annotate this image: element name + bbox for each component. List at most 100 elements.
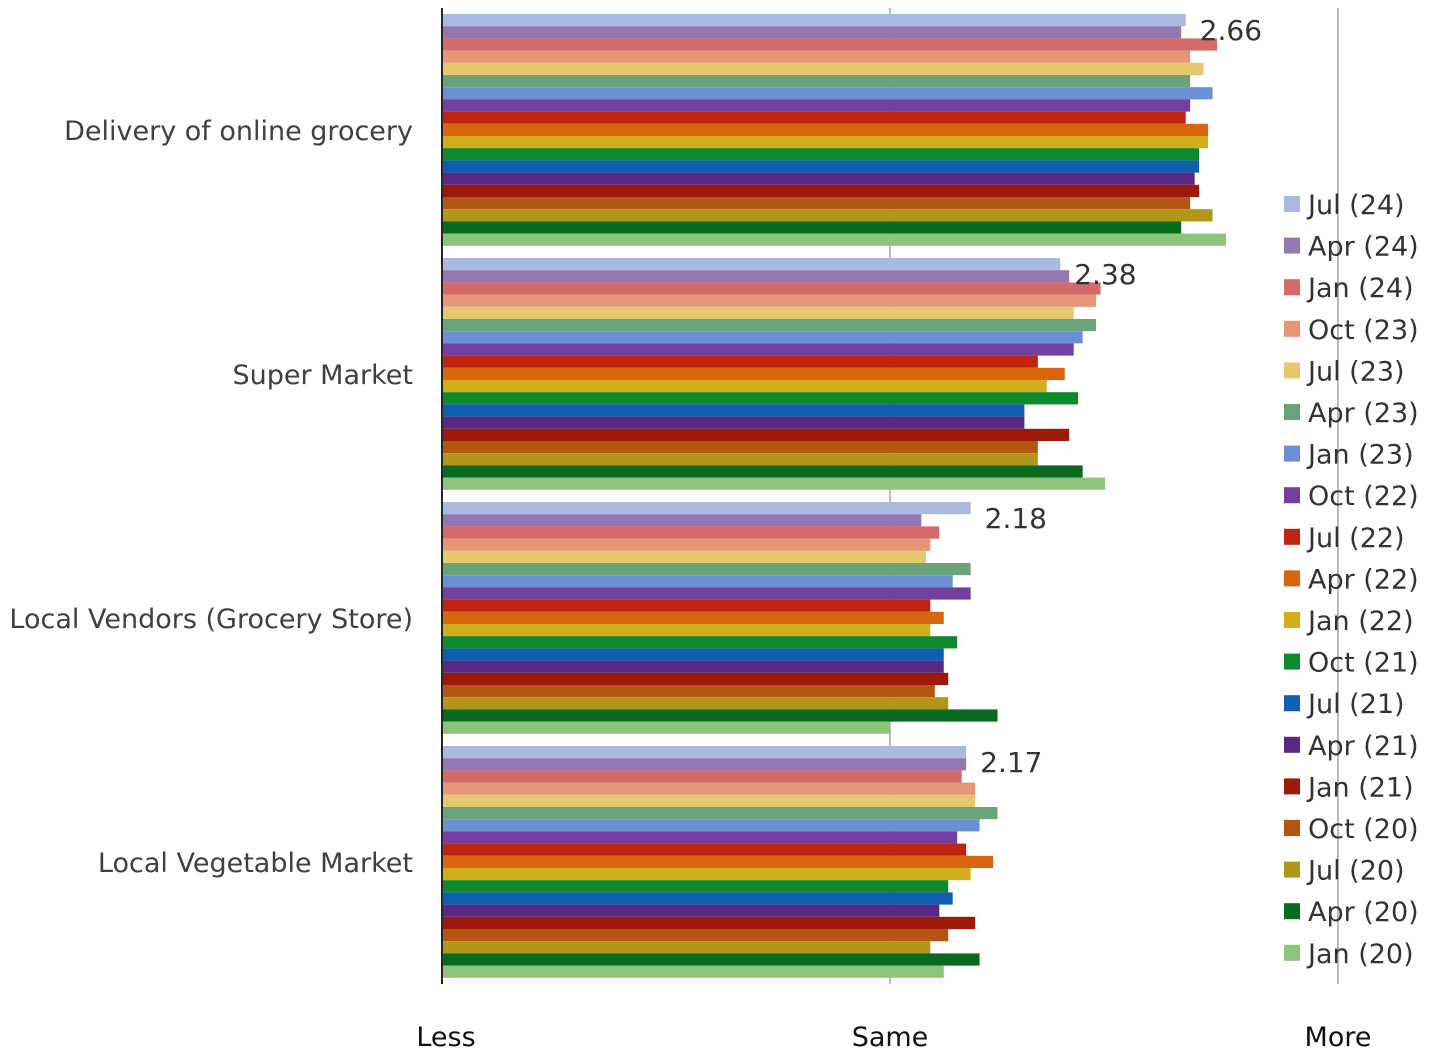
legend-item: Apr (24) (1284, 232, 1419, 263)
bar (442, 392, 1079, 405)
bar (442, 136, 1209, 149)
bar (442, 62, 1204, 75)
bar (442, 916, 976, 929)
legend-swatch (1284, 612, 1300, 628)
legend-label: Jul (23) (1306, 356, 1405, 387)
bar (442, 538, 931, 551)
bar (442, 477, 1106, 490)
data-label: 2.66 (1200, 14, 1262, 47)
bar (442, 465, 1083, 478)
legend-swatch (1284, 487, 1300, 504)
legend-label: Apr (21) (1308, 731, 1419, 762)
legend-item: Apr (20) (1284, 897, 1419, 928)
bar (442, 904, 940, 917)
bar (442, 209, 1213, 222)
bar (442, 550, 926, 563)
bar (442, 794, 976, 807)
data-label: 2.18 (985, 502, 1047, 535)
x-tick-labels: Less Same More (416, 1022, 1371, 1053)
bar (442, 282, 1101, 295)
bar (442, 502, 971, 515)
legend-item: Jan (21) (1284, 772, 1414, 803)
bar (442, 441, 1038, 454)
bar (442, 868, 971, 881)
legend-label: Jan (22) (1306, 606, 1414, 637)
bar (442, 258, 1061, 271)
legend-item: Jul (21) (1284, 689, 1405, 720)
bar (442, 404, 1025, 417)
data-labels: 2.66 2.38 2.18 2.17 (980, 14, 1262, 779)
legend-item: Jan (24) (1284, 273, 1414, 304)
data-label: 2.38 (1074, 258, 1136, 291)
legend-label: Jan (23) (1306, 440, 1414, 471)
bar (442, 380, 1047, 393)
legend-swatch (1284, 237, 1300, 254)
legend-swatch (1284, 320, 1300, 337)
bar (442, 563, 971, 576)
bar (442, 855, 994, 868)
legend-label: Jul (20) (1306, 856, 1405, 887)
bar (442, 807, 998, 820)
legend-item: Apr (22) (1284, 564, 1419, 595)
bar (442, 343, 1074, 356)
bar (442, 172, 1195, 185)
bar-group-1 (442, 258, 1106, 490)
legend-label: Jul (21) (1306, 689, 1405, 720)
legend-label: Jul (24) (1306, 190, 1405, 221)
bar (442, 428, 1070, 441)
legend-item: Oct (21) (1284, 648, 1419, 679)
category-labels: Delivery of online grocery Super Market Lo… (9, 116, 413, 879)
bar (442, 709, 998, 722)
legend-item: Oct (23) (1284, 315, 1419, 346)
legend-label: Oct (21) (1308, 648, 1419, 679)
legend-label: Apr (20) (1308, 897, 1419, 928)
bar (442, 880, 949, 893)
bar (442, 843, 967, 856)
legend-item: Apr (23) (1284, 398, 1419, 429)
bar-group-3 (442, 746, 998, 978)
x-tick-label: Same (852, 1022, 929, 1053)
legend-item: Apr (21) (1284, 731, 1419, 762)
legend-swatch (1284, 778, 1300, 795)
category-label: Local Vendors (Grocery Store) (9, 604, 413, 635)
bar (442, 99, 1191, 112)
legend-label: Apr (23) (1308, 398, 1419, 429)
bar (442, 221, 1182, 234)
bar (442, 941, 931, 954)
bar (442, 526, 940, 539)
bar (442, 38, 1218, 51)
bar (442, 624, 931, 637)
legend-swatch (1284, 861, 1300, 878)
bar (442, 685, 935, 698)
bar (442, 319, 1097, 332)
legend: Jul (24) Apr (24) Jan (24) Oct (23) Jul (23)… (1284, 190, 1419, 970)
bar (442, 636, 958, 649)
legend-label: Apr (24) (1308, 232, 1419, 263)
bar (442, 819, 980, 832)
bar-group-0 (442, 14, 1226, 246)
bar (442, 123, 1209, 136)
legend-swatch (1284, 362, 1300, 379)
legend-swatch (1284, 528, 1300, 545)
bar (442, 599, 931, 612)
bar (442, 355, 1038, 368)
bar (442, 50, 1191, 63)
bar (442, 770, 962, 783)
legend-swatch (1284, 653, 1300, 670)
bar (442, 197, 1191, 210)
legend-label: Jan (21) (1306, 772, 1414, 803)
legend-item: Jul (23) (1284, 356, 1405, 387)
legend-swatch (1284, 820, 1300, 836)
legend-label: Oct (22) (1308, 481, 1419, 512)
bar (442, 111, 1186, 124)
bar (442, 26, 1182, 39)
legend-label: Jan (24) (1306, 273, 1414, 304)
legend-label: Oct (23) (1308, 315, 1419, 346)
data-label: 2.17 (980, 746, 1042, 779)
bar (442, 587, 971, 600)
bar (442, 611, 944, 624)
bar (442, 306, 1074, 319)
legend-swatch (1284, 279, 1300, 296)
legend-item: Jan (22) (1284, 606, 1414, 637)
category-label: Delivery of online grocery (64, 116, 413, 147)
